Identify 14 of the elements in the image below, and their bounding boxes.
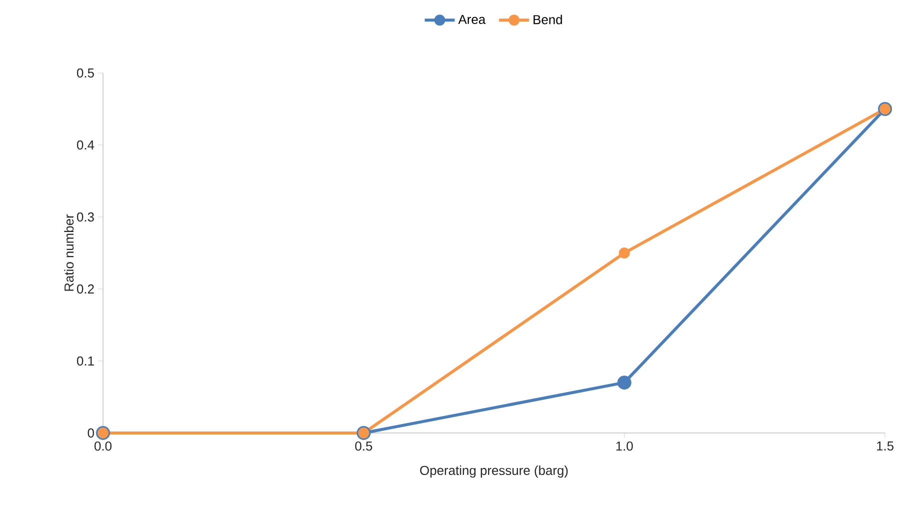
x-tick-label: 1.5 xyxy=(876,442,894,451)
y-axis-title: Ratio number xyxy=(64,214,74,291)
y-tick-label: 0.2 xyxy=(76,284,94,294)
y-tick-label: 0.3 xyxy=(76,212,94,222)
y-tick-label: 0.1 xyxy=(76,356,94,366)
legend-label: Area xyxy=(458,14,486,24)
y-tick-label: 0 xyxy=(88,428,94,438)
x-tick-label: 0.0 xyxy=(94,442,112,451)
x-tick-label: 1.0 xyxy=(616,442,633,451)
y-tick-label: 0.4 xyxy=(76,140,94,150)
legend-label: Bend xyxy=(534,14,562,24)
x-axis-title: Operating pressure (barg) xyxy=(420,466,568,478)
x-tick-label: 0.5 xyxy=(355,442,372,451)
y-tick-label: 0.5 xyxy=(76,68,94,78)
